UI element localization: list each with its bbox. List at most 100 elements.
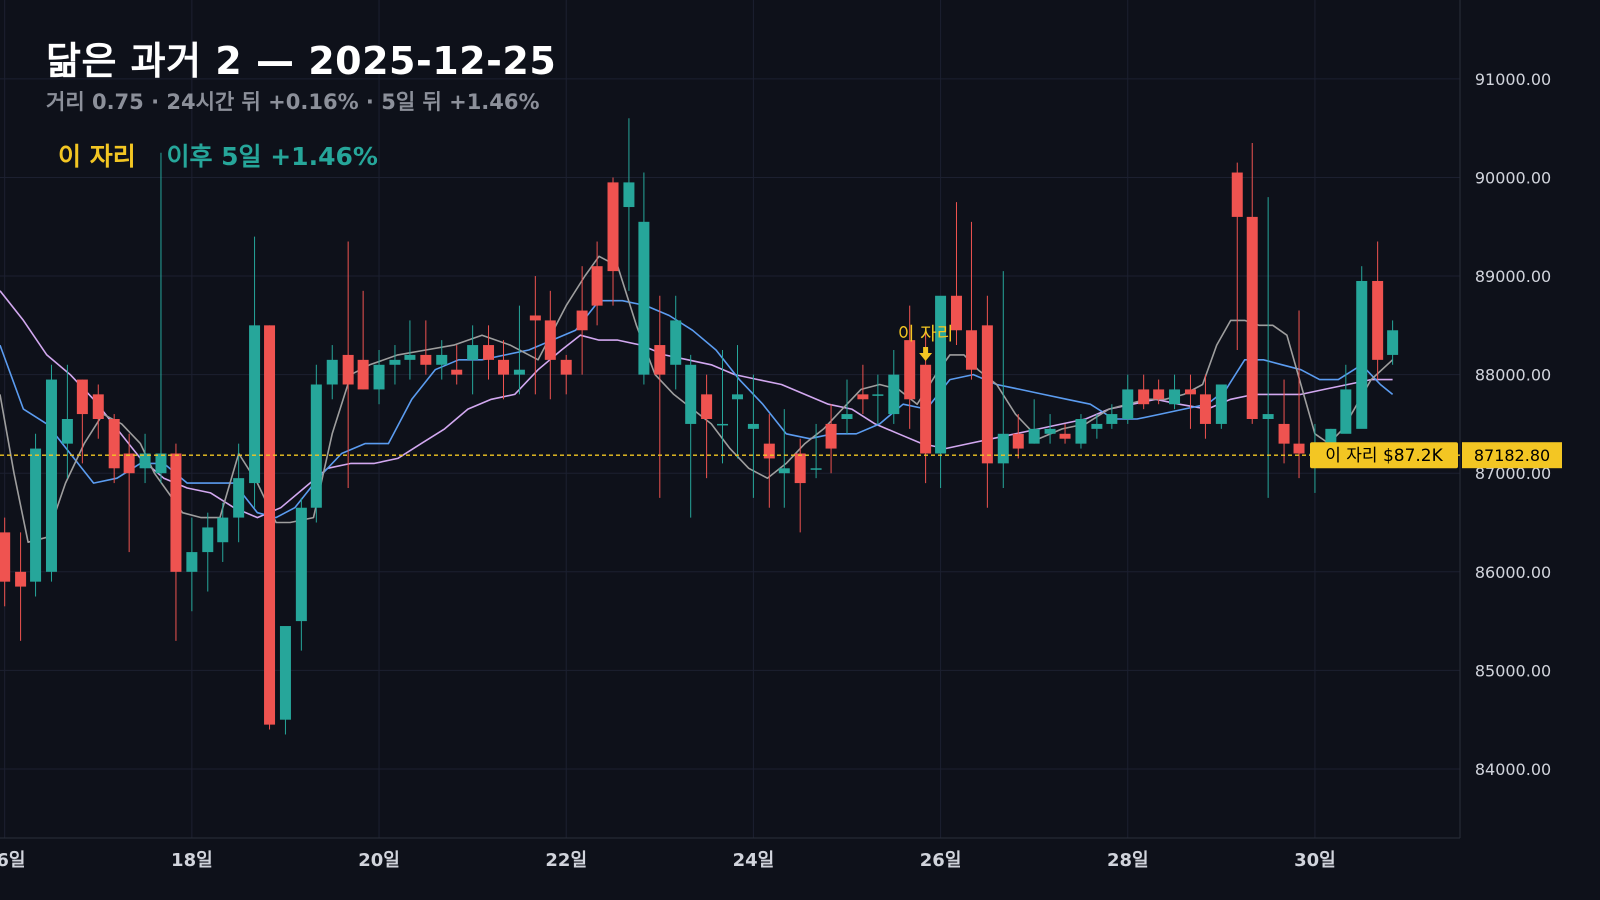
chart-subtitle: 거리 0.75 · 24시간 뒤 +0.16% · 5일 뒤 +1.46% xyxy=(46,90,540,114)
candle-body xyxy=(1293,443,1305,454)
candle-body xyxy=(233,478,245,518)
candle xyxy=(638,172,650,385)
candle-body xyxy=(357,359,369,390)
candle-body xyxy=(529,315,541,321)
candle xyxy=(747,374,759,498)
candle xyxy=(810,423,822,479)
time-tick-label: 18일 xyxy=(171,850,213,871)
candle xyxy=(45,364,57,582)
candle xyxy=(529,276,541,395)
time-tick-label: 28일 xyxy=(1107,850,1149,871)
candle xyxy=(373,349,385,405)
price-axis-tag-label: 87182.80 xyxy=(1474,446,1550,465)
candle-body xyxy=(888,374,900,415)
candle xyxy=(108,414,120,484)
candle xyxy=(965,221,977,380)
candle xyxy=(654,295,666,498)
candle xyxy=(436,340,448,380)
candle xyxy=(591,241,603,326)
legend-after-label: 이후 5일 +1.46% xyxy=(166,142,378,171)
candle-body xyxy=(997,433,1009,464)
candle-body xyxy=(747,423,759,429)
candle-body xyxy=(778,468,790,474)
candle-body xyxy=(15,571,27,587)
candle xyxy=(498,340,510,400)
time-axis[interactable]: 16일 18일 20일 22일 24일 26일 28일 30일 xyxy=(0,850,1336,871)
price-tick-label: 87000.00 xyxy=(1475,464,1551,483)
candle-body xyxy=(420,354,432,365)
candle xyxy=(670,295,682,390)
candle xyxy=(1340,364,1352,434)
time-tick-label: 30일 xyxy=(1294,850,1336,871)
candle xyxy=(389,345,401,385)
candle-body xyxy=(920,364,932,454)
legend-here-label: 이 자리 xyxy=(58,142,136,171)
candle-body xyxy=(935,295,947,454)
candle xyxy=(139,433,151,484)
candle xyxy=(61,364,73,479)
candle xyxy=(872,374,884,424)
candle xyxy=(186,517,198,612)
candle xyxy=(701,374,713,479)
candle-body xyxy=(1325,428,1337,444)
candle-body xyxy=(1044,428,1056,434)
candle-body xyxy=(544,320,556,360)
candle xyxy=(778,409,790,508)
candle-body xyxy=(1184,389,1196,395)
chart-title: 닮은 과거 2 — 2025-12-25 xyxy=(46,39,557,83)
price-tick-label: 84000.00 xyxy=(1475,760,1551,779)
candle xyxy=(1028,399,1040,444)
candle-body xyxy=(965,330,977,370)
candle xyxy=(1169,374,1181,410)
candle xyxy=(249,236,261,508)
candle xyxy=(1387,320,1399,365)
candle-body xyxy=(731,394,743,400)
candle xyxy=(233,443,245,543)
candle-body xyxy=(76,379,88,415)
candle xyxy=(1138,374,1150,410)
candle xyxy=(483,325,495,380)
down-arrow-icon xyxy=(919,347,933,361)
candle xyxy=(950,202,962,346)
candle-body xyxy=(217,517,229,543)
candle-body xyxy=(1138,389,1150,405)
candle xyxy=(264,325,276,730)
price-axis-tag-box xyxy=(1462,442,1562,469)
candle-body xyxy=(498,359,510,375)
candle xyxy=(357,290,369,390)
candle-body xyxy=(591,266,603,306)
candle-body xyxy=(326,359,338,385)
candle-body xyxy=(810,468,822,470)
candle-body xyxy=(904,340,916,400)
candle xyxy=(1262,197,1274,498)
candle-body xyxy=(139,453,151,469)
candle-body xyxy=(202,527,214,553)
time-tick-label: 22일 xyxy=(545,850,587,871)
candle xyxy=(1199,374,1211,439)
price-tick-label: 86000.00 xyxy=(1475,563,1551,582)
price-axis[interactable]: 84000.00 85000.00 86000.00 87000.00 88000.00… xyxy=(1462,70,1562,779)
price-tag-label: 이 자리 $87.2K xyxy=(1325,446,1443,466)
candle xyxy=(1075,414,1087,449)
time-tick-label: 20일 xyxy=(358,850,400,871)
candle xyxy=(1059,423,1071,444)
candle xyxy=(904,305,916,429)
candle xyxy=(279,626,291,735)
candle-body xyxy=(1091,423,1103,429)
candle-body xyxy=(654,345,666,375)
candle-body xyxy=(560,359,572,375)
candlestick-series xyxy=(0,118,1399,735)
candle-body xyxy=(1262,414,1274,419)
price-tick-label: 88000.00 xyxy=(1475,366,1551,385)
candle-body xyxy=(373,364,385,390)
candle xyxy=(30,433,42,597)
candle-body xyxy=(1106,414,1118,424)
candle xyxy=(794,438,806,533)
candle-body xyxy=(123,453,135,474)
candle-body xyxy=(1231,172,1243,217)
price-line-overlay: 이 자리 $87.2K 이 자리 xyxy=(0,324,1460,469)
candle-body xyxy=(249,325,261,484)
candle-body xyxy=(670,320,682,365)
candle-body xyxy=(0,532,11,582)
